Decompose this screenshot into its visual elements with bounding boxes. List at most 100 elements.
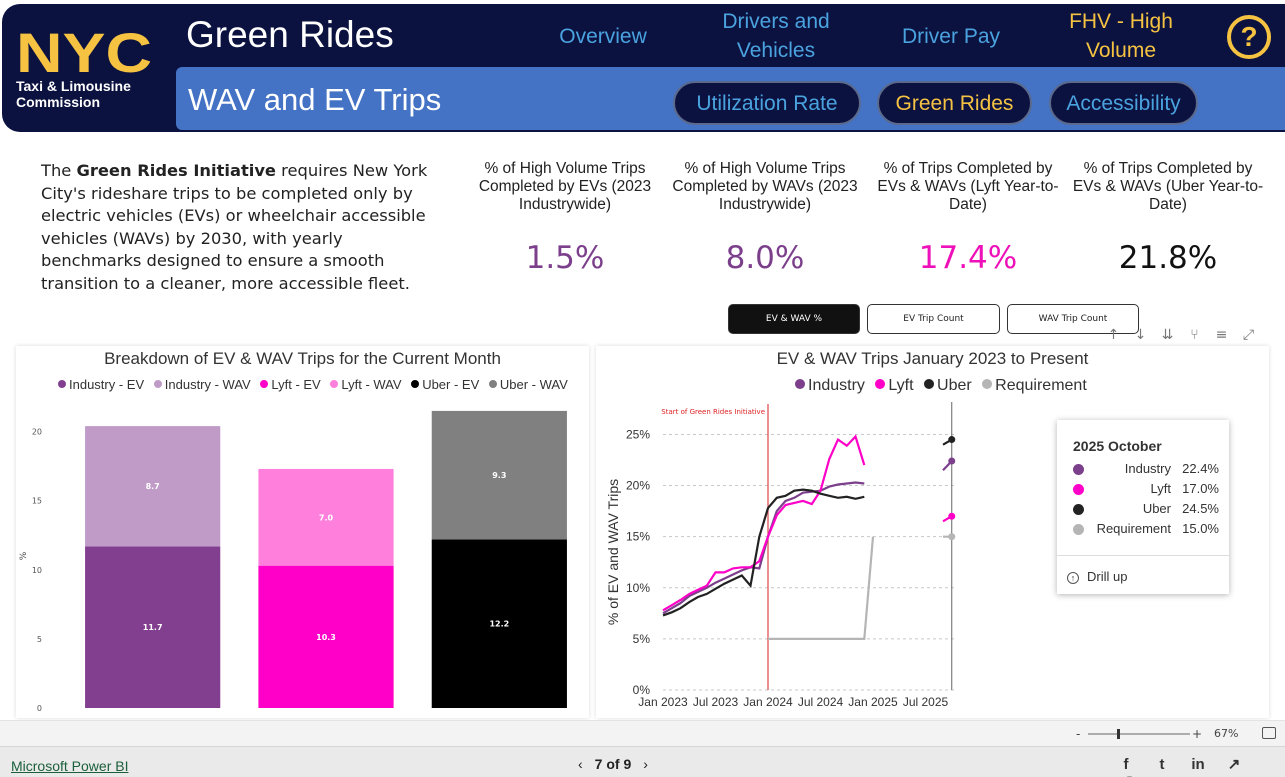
y-tick-label: 15 (32, 497, 42, 506)
bar-segment (431, 539, 567, 708)
drill-up-icon: ↑ (1067, 572, 1079, 584)
bar-data-label: 10.3 (316, 633, 336, 642)
kpi-wav-2023: % of High Volume Trips Completed by WAVs… (667, 160, 863, 276)
bar-data-label: 12.2 (489, 620, 509, 629)
nav-drivers-and-vehicles[interactable]: Drivers and Vehicles (722, 10, 830, 62)
bar-chart: 0 5 10 15 20% 11.7 8.7 10.3 7.0 12.2 9.3 (19, 410, 567, 713)
tlc-logo[interactable]: NYC Taxi & Limousine Commission (16, 24, 166, 110)
tooltip-row: Requirement 15.0% (1073, 521, 1219, 539)
legend-item[interactable]: Uber (924, 377, 972, 395)
fit-to-page-icon[interactable] (1262, 727, 1276, 739)
drill-up-button[interactable]: ↑ Drill up (1067, 569, 1127, 584)
logo-subtitle-1: Taxi & Limousine (16, 78, 131, 94)
hover-marker (948, 533, 956, 541)
kpi-ev-2023: % of High Volume Trips Completed by EVs … (467, 160, 663, 276)
page-navigator: ‹ 7 of 9 › (566, 756, 660, 772)
page-title: Green Rides (186, 14, 394, 55)
tab-green-rides[interactable]: Green Rides (877, 81, 1032, 125)
footer-bar: Microsoft Power BI ‹ 7 of 9 › f t in ↗ ⤢ (0, 746, 1285, 777)
y-tick-label: 5 (37, 635, 42, 644)
tooltip-row: Uber 24.5% (1073, 501, 1219, 519)
page-indicator: 7 of 9 (594, 756, 632, 772)
tab-utilization-rate[interactable]: Utilization Rate (673, 81, 861, 125)
legend-item[interactable]: Uber - EV (411, 377, 479, 392)
svg-text:NYC: NYC (16, 24, 152, 76)
x-tick-label: Jan 2023 (638, 695, 688, 709)
y-tick-label: 15% (626, 530, 650, 544)
prev-page-icon[interactable]: ‹ (578, 756, 583, 772)
kpi-uber-ytd: % of Trips Completed by EVs & WAVs (Uber… (1070, 160, 1266, 276)
y-tick-label: 5% (633, 632, 651, 646)
expand-hierarchy-icon[interactable]: ⑂ (1190, 327, 1199, 343)
filter-icon[interactable]: ≡ (1215, 327, 1228, 343)
bar-segment (431, 410, 567, 540)
y-tick-label: 0% (633, 683, 651, 697)
section-title: WAV and EV Trips (188, 82, 442, 117)
bar-data-label: 8.7 (146, 482, 160, 491)
y-tick-label: 20 (32, 428, 42, 437)
bar-data-label: 9.3 (492, 471, 506, 480)
y-tick-label: 25% (626, 427, 650, 441)
legend-item[interactable]: Lyft - WAV (330, 377, 402, 392)
bar-segment (258, 468, 394, 566)
legend-item[interactable]: Requirement (982, 377, 1087, 395)
zoom-slider[interactable]: - + (1074, 727, 1204, 741)
hover-marker (948, 436, 956, 444)
zoom-bar: - + 67% (0, 720, 1285, 746)
legend-item[interactable]: Lyft (875, 377, 914, 395)
power-bi-link[interactable]: Microsoft Power BI (11, 758, 129, 774)
nyc-logo-mark: NYC (16, 24, 152, 76)
intro-text: The Green Rides Initiative requires New … (41, 161, 428, 293)
share-icon[interactable]: ↗ (1227, 756, 1241, 773)
linkedin-icon[interactable]: in (1191, 756, 1205, 773)
line-chart-title: EV & WAV Trips January 2023 to Present (776, 349, 1089, 368)
kpi-value: 1.5% (525, 240, 605, 276)
help-icon[interactable]: ? (1227, 15, 1271, 59)
focus-mode-icon[interactable]: ⤢ (1242, 327, 1255, 343)
nav-driver-pay[interactable]: Driver Pay (901, 25, 1001, 48)
legend-item[interactable]: Lyft - EV (260, 377, 321, 392)
tooltip-title: 2025 October (1073, 438, 1162, 454)
kpi-value: 17.4% (918, 240, 1018, 276)
drill-up-arrow-icon[interactable]: ↑ (1107, 327, 1120, 343)
nav-overview[interactable]: Overview (559, 25, 647, 48)
zoom-level: 67% (1214, 727, 1239, 740)
logo-subtitle-2: Commission (16, 94, 101, 110)
share-icons: f t in ↗ ⤢ (1108, 755, 1285, 777)
x-tick-label: Jul 2025 (903, 695, 949, 709)
legend-item[interactable]: Uber - WAV (488, 377, 568, 392)
legend-item[interactable]: Industry (795, 377, 865, 395)
toggle-ev-wav-percent[interactable]: EV & WAV % (728, 304, 860, 334)
facebook-icon[interactable]: f (1123, 756, 1129, 773)
line-chart: 0% 5% 10% 15% 20% 25% Jan 2023 Jul 2023 Jan 2024… (605, 402, 956, 709)
x-tick-label: Jan 2024 (743, 695, 793, 709)
tooltip-row: Industry 22.4% (1073, 461, 1219, 479)
y-tick-label: 10% (626, 581, 650, 595)
toggle-wav-trip-count[interactable]: WAV Trip Count (1007, 304, 1139, 334)
tooltip-row: Lyft 17.0% (1073, 481, 1219, 499)
fullscreen-icon[interactable]: ⤢ (1108, 774, 1144, 777)
y-axis-label: % of EV and WAV Trips (605, 479, 621, 625)
twitter-icon[interactable]: t (1159, 756, 1165, 773)
y-tick-label: 20% (626, 479, 650, 493)
bar-chart-legend: Industry - EV Industry - WAV Lyft - EV L… (58, 377, 574, 392)
bar-data-label: 7.0 (319, 513, 334, 522)
visual-header-icons: ↑ ↓ ⇊ ⑂ ≡ ⤢ (1100, 327, 1270, 345)
legend-item[interactable]: Industry - EV (58, 377, 144, 392)
intro-bold: Green Rides Initiative (76, 161, 276, 180)
y-axis-label: % (19, 551, 29, 560)
line-chart-legend: Industry Lyft Uber Requirement (795, 377, 1093, 395)
hover-marker (948, 512, 956, 520)
bar-segment (85, 426, 221, 547)
drill-down-arrow-icon[interactable]: ↓ (1134, 327, 1147, 343)
next-page-icon[interactable]: › (643, 756, 648, 772)
nav-fhv-high-volume[interactable]: FHV - High Volume (1069, 10, 1173, 62)
legend-item[interactable]: Industry - WAV (153, 377, 251, 392)
toggle-ev-trip-count[interactable]: EV Trip Count (867, 304, 1000, 334)
series-line (662, 434, 953, 612)
svg-text:+: + (1192, 727, 1202, 741)
tab-accessibility[interactable]: Accessibility (1049, 81, 1198, 125)
x-tick-label: Jul 2023 (693, 695, 739, 709)
expand-next-level-icon[interactable]: ⇊ (1161, 327, 1174, 343)
kpi-value: 8.0% (725, 240, 805, 276)
